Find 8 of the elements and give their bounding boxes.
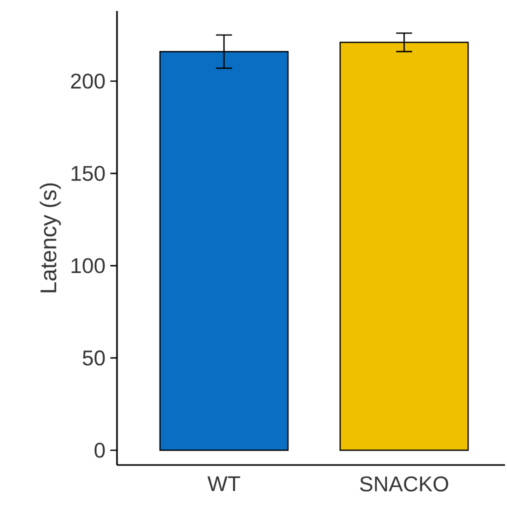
y-tick-label: 0 (94, 442, 105, 458)
y-tick-label: 150 (72, 166, 105, 181)
y-tick-label: 100 (72, 258, 105, 274)
x-tick-label: SNACKO (360, 476, 448, 492)
y-axis-title: Latency (s) (40, 183, 61, 292)
y-tick-label: 200 (71, 74, 105, 89)
x-tick-label: WT (207, 476, 240, 492)
y-tick-label: 50 (82, 350, 105, 366)
